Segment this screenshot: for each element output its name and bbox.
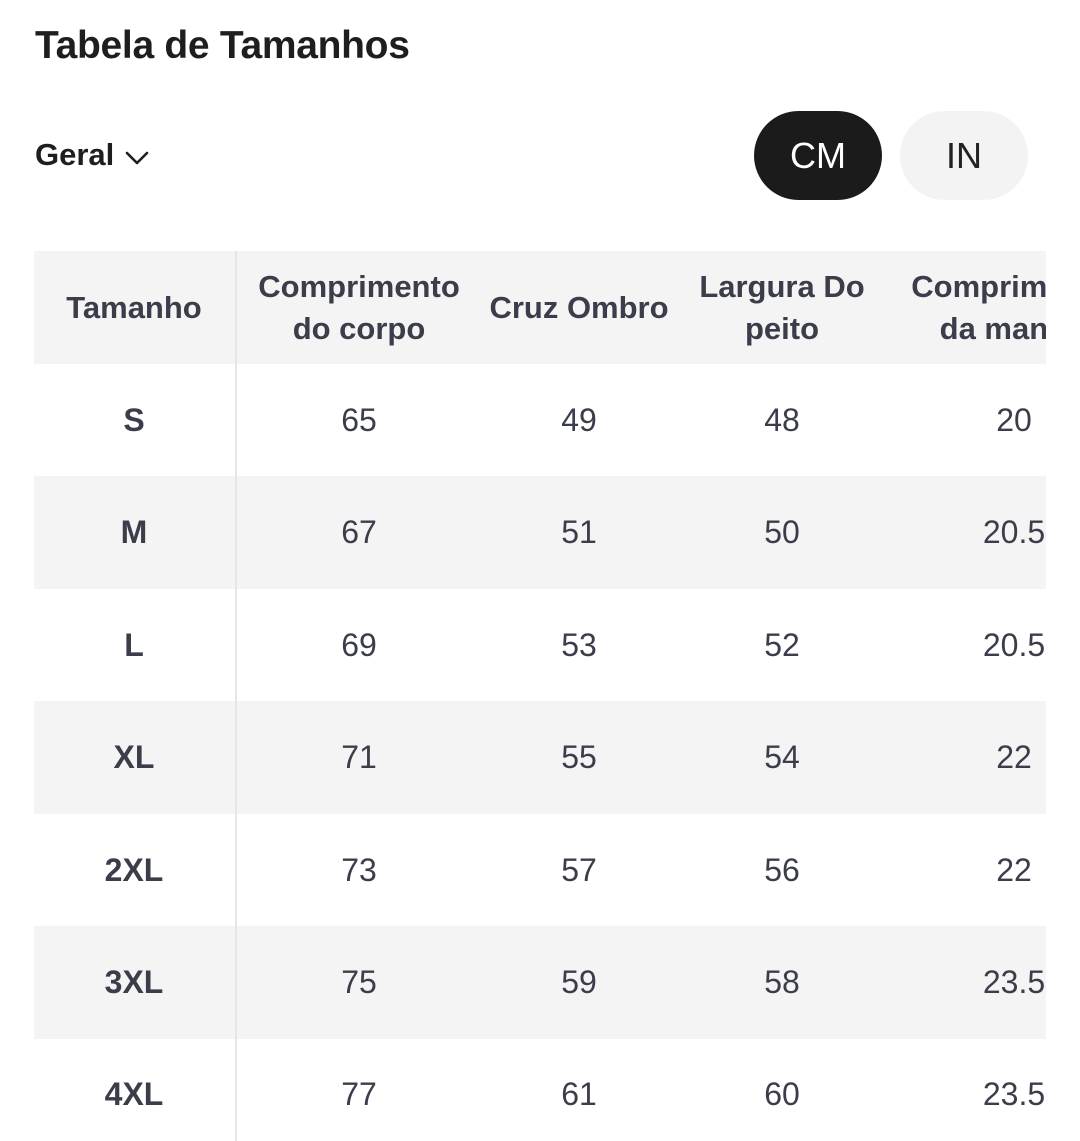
shoulder-value: 57 [561, 852, 597, 888]
sleeve-length-value: 20.5 [982, 514, 1046, 550]
shoulder-value: 61 [561, 1076, 597, 1112]
size-label: XL [113, 739, 155, 775]
size-label: 2XL [104, 852, 164, 888]
chest-width-value: 48 [764, 402, 800, 438]
header-sleeve-length: Comprimento da manga [911, 268, 1046, 346]
table-row: 2XL 73 57 56 22 [34, 814, 1046, 927]
size-table: Tamanho Comprimento do corpo Cruz Ombro … [34, 251, 1046, 1141]
sleeve-length-value: 23.5 [982, 1076, 1046, 1112]
table-row: M 67 51 50 20.5 [34, 476, 1046, 589]
sleeve-length-value: 22 [996, 739, 1032, 775]
table-row: 4XL 77 61 60 23.5 [34, 1038, 1046, 1141]
unit-toggle: CM IN [754, 111, 1028, 200]
chest-width-value: 60 [764, 1076, 800, 1112]
unit-cm-button[interactable]: CM [754, 111, 882, 200]
chest-width-value: 50 [764, 514, 800, 550]
page-title: Tabela de Tamanhos [35, 24, 410, 67]
header-shoulder: Cruz Ombro [489, 289, 669, 325]
size-label: 4XL [104, 1076, 164, 1112]
body-length-value: 75 [341, 964, 377, 1000]
shoulder-value: 51 [561, 514, 597, 550]
chevron-down-icon [124, 145, 150, 171]
body-length-value: 65 [341, 402, 377, 438]
body-length-value: 67 [341, 514, 377, 550]
sleeve-length-value: 22 [996, 852, 1032, 888]
size-label: S [123, 402, 145, 438]
table-header-row: Tamanho Comprimento do corpo Cruz Ombro … [34, 251, 1046, 364]
dropdown-label: Geral [35, 137, 115, 172]
table-row: XL 71 55 54 22 [34, 701, 1046, 814]
chest-width-value: 54 [764, 739, 800, 775]
header-size: Tamanho [66, 289, 202, 325]
table-row: L 69 53 52 20.5 [34, 589, 1046, 702]
shoulder-value: 49 [561, 402, 597, 438]
sleeve-length-value: 20.5 [982, 627, 1046, 663]
table-row: S 65 49 48 20 [34, 364, 1046, 477]
table-row: 3XL 75 59 58 23.5 [34, 926, 1046, 1039]
header-body-length: Comprimento do corpo [258, 268, 460, 346]
body-length-value: 73 [341, 852, 377, 888]
size-category-dropdown[interactable]: Geral [35, 133, 150, 177]
chest-width-value: 58 [764, 964, 800, 1000]
size-label: 3XL [104, 964, 164, 1000]
size-label: L [124, 627, 144, 663]
shoulder-value: 53 [561, 627, 597, 663]
chest-width-value: 56 [764, 852, 800, 888]
header-chest-width: Largura Do peito [699, 268, 865, 346]
sleeve-length-value: 20 [996, 402, 1032, 438]
body-length-value: 77 [341, 1076, 377, 1112]
sleeve-length-value: 23.5 [982, 964, 1046, 1000]
body-length-value: 71 [341, 739, 377, 775]
unit-in-button[interactable]: IN [900, 111, 1028, 200]
size-label: M [120, 514, 148, 550]
column-divider [235, 251, 237, 1141]
chest-width-value: 52 [764, 627, 800, 663]
shoulder-value: 55 [561, 739, 597, 775]
shoulder-value: 59 [561, 964, 597, 1000]
body-length-value: 69 [341, 627, 377, 663]
